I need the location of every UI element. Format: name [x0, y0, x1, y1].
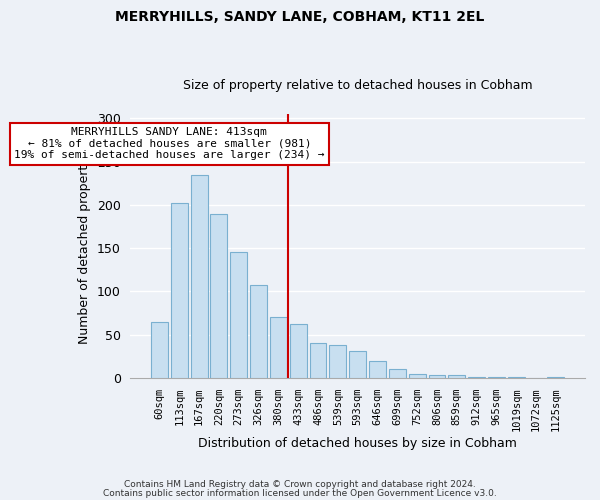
- Text: MERRYHILLS, SANDY LANE, COBHAM, KT11 2EL: MERRYHILLS, SANDY LANE, COBHAM, KT11 2EL: [115, 10, 485, 24]
- Bar: [428, 376, 445, 378]
- Bar: [151, 322, 168, 378]
- Title: Size of property relative to detached houses in Cobham: Size of property relative to detached ho…: [183, 79, 532, 92]
- Bar: [191, 176, 208, 378]
- Bar: [211, 214, 227, 378]
- Bar: [508, 377, 524, 378]
- Bar: [270, 318, 287, 378]
- Bar: [250, 284, 267, 378]
- Text: MERRYHILLS SANDY LANE: 413sqm
← 81% of detached houses are smaller (981)
19% of : MERRYHILLS SANDY LANE: 413sqm ← 81% of d…: [14, 127, 325, 160]
- Text: Contains public sector information licensed under the Open Government Licence v3: Contains public sector information licen…: [103, 488, 497, 498]
- Bar: [448, 374, 465, 378]
- Bar: [349, 351, 366, 378]
- Bar: [547, 377, 565, 378]
- Bar: [329, 345, 346, 378]
- Bar: [290, 324, 307, 378]
- Bar: [468, 377, 485, 378]
- Bar: [310, 344, 326, 378]
- Text: Contains HM Land Registry data © Crown copyright and database right 2024.: Contains HM Land Registry data © Crown c…: [124, 480, 476, 489]
- Bar: [409, 374, 425, 378]
- Y-axis label: Number of detached properties: Number of detached properties: [78, 148, 91, 344]
- Bar: [230, 252, 247, 378]
- Bar: [488, 377, 505, 378]
- Bar: [171, 203, 188, 378]
- Bar: [369, 360, 386, 378]
- X-axis label: Distribution of detached houses by size in Cobham: Distribution of detached houses by size …: [198, 437, 517, 450]
- Bar: [389, 370, 406, 378]
